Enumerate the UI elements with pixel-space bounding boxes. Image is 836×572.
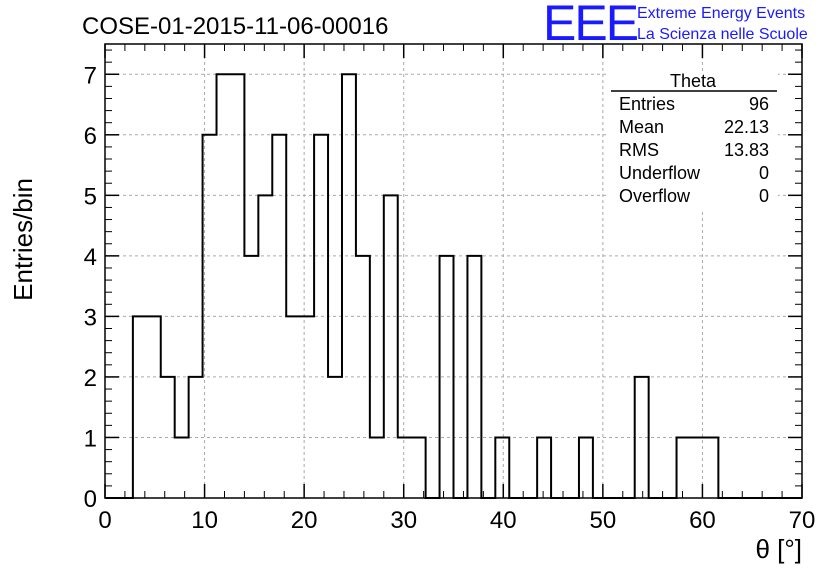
histogram-bin bbox=[133, 316, 147, 498]
histogram-bin bbox=[189, 377, 203, 498]
stat-label-mean: Mean bbox=[619, 117, 664, 137]
histogram-bin bbox=[495, 437, 509, 498]
histogram-bin bbox=[677, 437, 691, 498]
histogram-bin bbox=[440, 256, 454, 498]
histogram-bin bbox=[384, 195, 398, 498]
logo-eee-text: EEE bbox=[543, 0, 638, 51]
histogram-bin bbox=[217, 74, 231, 498]
logo-line-1: Extreme Energy Events bbox=[637, 5, 805, 22]
histogram-bin bbox=[300, 316, 314, 498]
stat-value-underflow: 0 bbox=[759, 163, 769, 183]
histogram-bin bbox=[342, 74, 356, 498]
eee-logo: EEE Extreme Energy Events La Scienza nel… bbox=[543, 0, 808, 51]
histogram-bin bbox=[175, 437, 189, 498]
stat-label-rms: RMS bbox=[619, 140, 659, 160]
y-tick-label: 4 bbox=[84, 244, 97, 271]
x-tick-label: 0 bbox=[98, 507, 111, 534]
histogram-bin bbox=[161, 377, 175, 498]
x-tick-label: 10 bbox=[191, 507, 218, 534]
tick-labels: 0 10 20 30 40 50 60 70 0 1 2 3 4 5 6 7 bbox=[84, 62, 816, 534]
stats-box: Theta Entries 96 Mean 22.13 RMS 13.83 Un… bbox=[608, 71, 778, 212]
chart-title: COSE-01-2015-11-06-00016 bbox=[82, 13, 388, 40]
histogram-bin bbox=[147, 316, 161, 498]
histogram-bin bbox=[314, 135, 328, 498]
y-tick-label: 0 bbox=[84, 486, 97, 513]
histogram-bin bbox=[328, 377, 342, 498]
histogram-bin bbox=[370, 437, 384, 498]
y-tick-label: 7 bbox=[84, 62, 97, 89]
stats-box-name: Theta bbox=[670, 71, 717, 91]
stat-label-entries: Entries bbox=[619, 94, 675, 114]
x-tick-label: 40 bbox=[490, 507, 517, 534]
stat-value-entries: 96 bbox=[749, 94, 769, 114]
histogram-bin bbox=[579, 437, 593, 498]
stat-value-mean: 22.13 bbox=[724, 117, 769, 137]
histogram-bin bbox=[537, 437, 551, 498]
histogram-bin bbox=[398, 437, 412, 498]
stats-box-background bbox=[608, 72, 778, 212]
x-tick-label: 30 bbox=[390, 507, 417, 534]
histogram-bin bbox=[286, 316, 300, 498]
stat-label-overflow: Overflow bbox=[619, 186, 691, 206]
histogram-bin bbox=[244, 256, 258, 498]
histogram-bin bbox=[704, 437, 718, 498]
histogram-bin bbox=[635, 377, 649, 498]
y-tick-label: 5 bbox=[84, 183, 97, 210]
histogram-bin bbox=[258, 195, 272, 498]
x-tick-label: 60 bbox=[689, 507, 716, 534]
stat-value-overflow: 0 bbox=[759, 186, 769, 206]
plot-frame bbox=[104, 43, 803, 499]
histogram-bin bbox=[412, 437, 426, 498]
x-tick-label: 20 bbox=[291, 507, 318, 534]
y-tick-label: 6 bbox=[84, 123, 97, 150]
y-tick-label: 3 bbox=[84, 304, 97, 331]
logo-line-2: La Scienza nelle Scuole bbox=[637, 26, 808, 43]
x-tick-label: 50 bbox=[590, 507, 617, 534]
y-axis-title: Entries/bin bbox=[8, 178, 38, 301]
histogram-bin bbox=[467, 256, 481, 498]
y-tick-label: 2 bbox=[84, 365, 97, 392]
stat-label-underflow: Underflow bbox=[619, 163, 701, 183]
stat-value-rms: 13.83 bbox=[724, 140, 769, 160]
x-axis-title: θ [°] bbox=[755, 534, 802, 564]
x-tick-label: 70 bbox=[789, 507, 816, 534]
histogram-bin bbox=[356, 256, 370, 498]
y-tick-label: 1 bbox=[84, 425, 97, 452]
histogram-bin bbox=[230, 74, 244, 498]
axis-ticks bbox=[104, 44, 803, 499]
histogram-bin bbox=[272, 135, 286, 498]
histogram-bin bbox=[203, 135, 217, 498]
